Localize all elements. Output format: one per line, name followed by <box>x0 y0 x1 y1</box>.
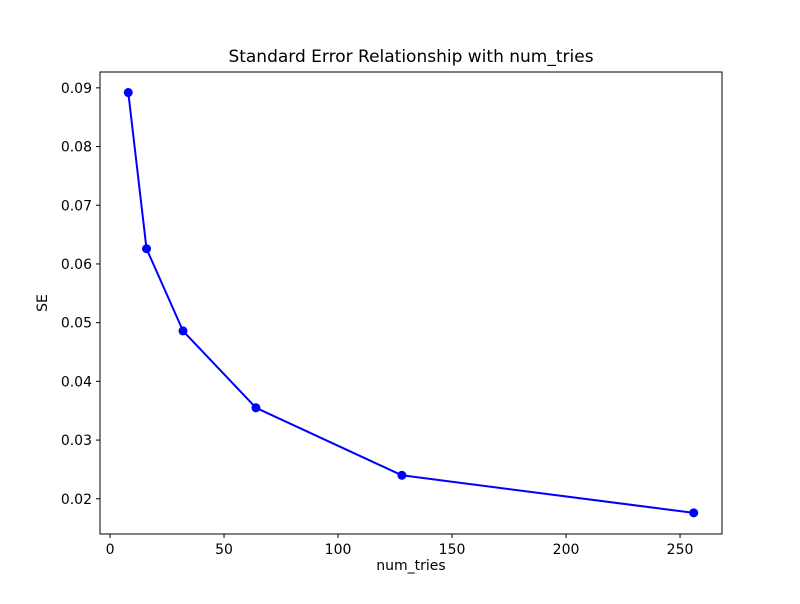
data-point-marker <box>123 88 133 98</box>
y-axis-label: SE <box>35 294 51 312</box>
data-point-marker <box>142 244 152 254</box>
x-tick-label: 200 <box>553 542 580 558</box>
y-tick-label: 0.07 <box>61 198 92 214</box>
x-tick-label: 50 <box>215 542 233 558</box>
y-tick-label: 0.02 <box>61 492 92 508</box>
x-axis-ticks: 0 50 100 150 200 250 <box>106 534 694 558</box>
x-tick-label: 250 <box>667 542 694 558</box>
data-point-marker <box>251 403 261 413</box>
chart-title: Standard Error Relationship with num_tri… <box>228 47 593 67</box>
data-point-marker <box>689 508 699 518</box>
y-tick-label: 0.05 <box>61 316 92 332</box>
plot-area <box>99 71 723 535</box>
data-series <box>123 88 699 518</box>
x-tick-label: 0 <box>106 542 115 558</box>
data-point-marker <box>397 470 407 480</box>
y-tick-label: 0.06 <box>61 257 92 273</box>
y-tick-label: 0.03 <box>61 433 92 449</box>
x-axis-label: num_tries <box>376 558 445 574</box>
y-axis-ticks: 0.02 0.03 0.04 0.05 0.06 0.07 0.08 0.09 <box>61 81 100 508</box>
x-tick-label: 150 <box>439 542 466 558</box>
series-line <box>127 91 695 514</box>
x-tick-label: 100 <box>325 542 352 558</box>
y-tick-label: 0.08 <box>61 140 92 156</box>
y-tick-label: 0.09 <box>61 81 92 97</box>
y-tick-label: 0.04 <box>61 374 92 390</box>
data-point-marker <box>178 326 188 336</box>
